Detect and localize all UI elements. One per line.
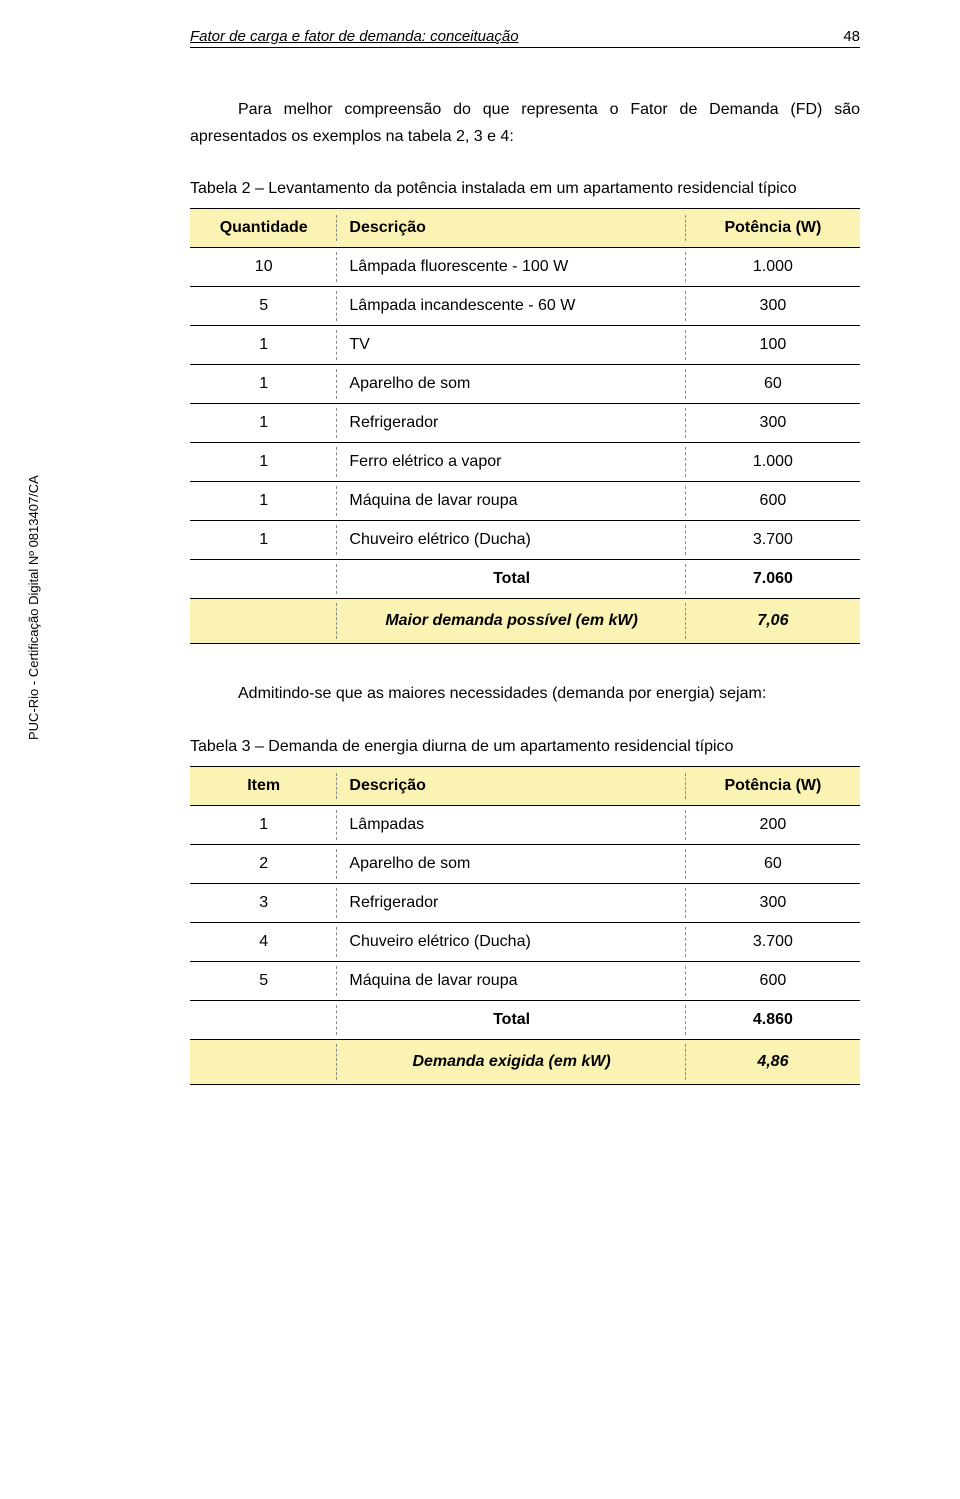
- table-2: Quantidade Descrição Potência (W) 10Lâmp…: [190, 208, 860, 644]
- cell-qty: 1: [190, 326, 337, 365]
- table-row: 2Aparelho de som60: [190, 844, 860, 883]
- table-row: 1TV100: [190, 326, 860, 365]
- cell-desc: Chuveiro elétrico (Ducha): [337, 521, 685, 560]
- table-row: 4Chuveiro elétrico (Ducha)3.700: [190, 922, 860, 961]
- table3-col-item: Item: [190, 766, 337, 805]
- table-row: 1Lâmpadas200: [190, 805, 860, 844]
- table-row: 3Refrigerador300: [190, 883, 860, 922]
- table3-total-row: Total 4.860: [190, 1000, 860, 1039]
- total-label: Total: [337, 1000, 685, 1039]
- cell-pot: 60: [686, 844, 860, 883]
- cell-desc: Refrigerador: [337, 883, 685, 922]
- cell-qty: 10: [190, 248, 337, 287]
- certification-sidebar: PUC-Rio - Certificação Digital Nº 081340…: [26, 475, 41, 740]
- intro-paragraph: Para melhor compreensão do que represent…: [190, 96, 860, 150]
- cell-item: 3: [190, 883, 337, 922]
- cell-pot: 1.000: [686, 248, 860, 287]
- table-row: 1Aparelho de som60: [190, 365, 860, 404]
- cell-item: 5: [190, 961, 337, 1000]
- table3-header-row: Item Descrição Potência (W): [190, 766, 860, 805]
- table2-body: 10Lâmpada fluorescente - 100 W1.000 5Lâm…: [190, 248, 860, 644]
- cell-desc: Máquina de lavar roupa: [337, 961, 685, 1000]
- cell-pot: 60: [686, 365, 860, 404]
- cell-empty: [190, 1039, 337, 1084]
- mid-paragraph: Admitindo-se que as maiores necessidades…: [190, 680, 860, 707]
- cell-pot: 300: [686, 404, 860, 443]
- highlight-label: Maior demanda possível (em kW): [337, 599, 685, 644]
- cell-empty: [190, 1000, 337, 1039]
- cell-pot: 3.700: [686, 922, 860, 961]
- cell-qty: 1: [190, 365, 337, 404]
- cell-item: 4: [190, 922, 337, 961]
- table-row: 1Ferro elétrico a vapor1.000: [190, 443, 860, 482]
- cell-desc: Lâmpadas: [337, 805, 685, 844]
- table-3: Item Descrição Potência (W) 1Lâmpadas200…: [190, 766, 860, 1085]
- highlight-value: 7,06: [686, 599, 860, 644]
- cell-qty: 1: [190, 443, 337, 482]
- total-value: 4.860: [686, 1000, 860, 1039]
- table-row: 10Lâmpada fluorescente - 100 W1.000: [190, 248, 860, 287]
- cell-pot: 600: [686, 961, 860, 1000]
- table-row: 1Refrigerador300: [190, 404, 860, 443]
- table3-col-desc: Descrição: [337, 766, 685, 805]
- table3-highlight-row: Demanda exigida (em kW) 4,86: [190, 1039, 860, 1084]
- table2-col-desc: Descrição: [337, 209, 685, 248]
- total-value: 7.060: [686, 560, 860, 599]
- cell-desc: Lâmpada fluorescente - 100 W: [337, 248, 685, 287]
- table-row: 1Chuveiro elétrico (Ducha)3.700: [190, 521, 860, 560]
- table3-caption: Tabela 3 – Demanda de energia diurna de …: [190, 738, 860, 756]
- cell-pot: 300: [686, 287, 860, 326]
- table-row: 5Lâmpada incandescente - 60 W300: [190, 287, 860, 326]
- cell-pot: 1.000: [686, 443, 860, 482]
- cell-item: 2: [190, 844, 337, 883]
- table2-header-row: Quantidade Descrição Potência (W): [190, 209, 860, 248]
- cell-desc: Lâmpada incandescente - 60 W: [337, 287, 685, 326]
- cell-item: 1: [190, 805, 337, 844]
- cell-pot: 600: [686, 482, 860, 521]
- cell-desc: Refrigerador: [337, 404, 685, 443]
- table3-col-pot: Potência (W): [686, 766, 860, 805]
- cell-pot: 200: [686, 805, 860, 844]
- cell-qty: 1: [190, 521, 337, 560]
- cell-desc: Ferro elétrico a vapor: [337, 443, 685, 482]
- page-number: 48: [843, 28, 860, 45]
- table2-total-row: Total 7.060: [190, 560, 860, 599]
- table2-highlight-row: Maior demanda possível (em kW) 7,06: [190, 599, 860, 644]
- highlight-value: 4,86: [686, 1039, 860, 1084]
- cell-qty: 1: [190, 404, 337, 443]
- table2-col-qty: Quantidade: [190, 209, 337, 248]
- cell-pot: 100: [686, 326, 860, 365]
- cell-empty: [190, 599, 337, 644]
- table3-body: 1Lâmpadas200 2Aparelho de som60 3Refrige…: [190, 805, 860, 1084]
- cell-empty: [190, 560, 337, 599]
- total-label: Total: [337, 560, 685, 599]
- header-title: Fator de carga e fator de demanda: conce…: [190, 28, 519, 45]
- table-row: 1Máquina de lavar roupa600: [190, 482, 860, 521]
- cell-pot: 3.700: [686, 521, 860, 560]
- table-row: 5Máquina de lavar roupa600: [190, 961, 860, 1000]
- page-header: Fator de carga e fator de demanda: conce…: [190, 28, 860, 48]
- cell-desc: Máquina de lavar roupa: [337, 482, 685, 521]
- cell-desc: Aparelho de som: [337, 365, 685, 404]
- page: Fator de carga e fator de demanda: conce…: [0, 0, 960, 1181]
- cell-desc: TV: [337, 326, 685, 365]
- table2-col-pot: Potência (W): [686, 209, 860, 248]
- cell-desc: Aparelho de som: [337, 844, 685, 883]
- table2-caption: Tabela 2 – Levantamento da potência inst…: [190, 180, 860, 198]
- highlight-label: Demanda exigida (em kW): [337, 1039, 685, 1084]
- cell-desc: Chuveiro elétrico (Ducha): [337, 922, 685, 961]
- cell-qty: 1: [190, 482, 337, 521]
- cell-qty: 5: [190, 287, 337, 326]
- cell-pot: 300: [686, 883, 860, 922]
